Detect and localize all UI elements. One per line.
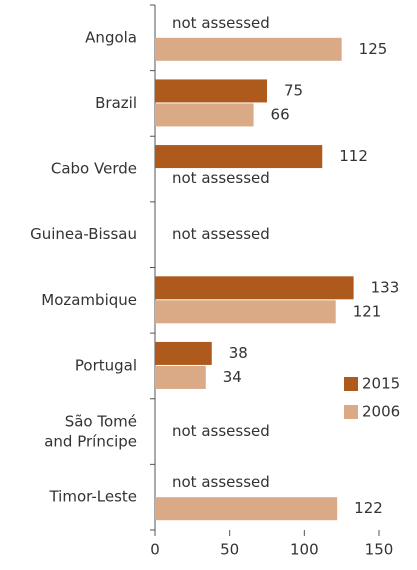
bar — [155, 103, 254, 127]
legend-label: 2015 — [362, 375, 400, 393]
missing-label: not assessed — [172, 225, 270, 243]
bar — [155, 145, 323, 169]
bar — [155, 497, 338, 521]
value-label: 34 — [223, 368, 242, 386]
value-label: 66 — [271, 105, 290, 123]
x-tick-label: 50 — [220, 541, 239, 559]
category-label: Brazil — [95, 94, 137, 112]
x-tick-label: 150 — [365, 541, 394, 559]
category-label: Portugal — [75, 356, 137, 374]
category-label: Angola — [85, 28, 137, 46]
category-label: Guinea-Bissau — [30, 225, 137, 243]
value-label: 75 — [284, 81, 303, 99]
missing-label: not assessed — [172, 422, 270, 440]
missing-label: not assessed — [172, 14, 270, 32]
value-label: 121 — [353, 302, 382, 320]
missing-label: not assessed — [172, 169, 270, 187]
bar — [155, 79, 267, 103]
value-label: 38 — [229, 344, 248, 362]
value-label: 125 — [359, 40, 388, 58]
legend-swatch — [344, 405, 358, 419]
value-label: 133 — [371, 278, 400, 296]
bar — [155, 37, 342, 61]
legend-swatch — [344, 377, 358, 391]
bar — [155, 341, 212, 365]
category-label: São Tomé and Príncipe — [44, 412, 137, 450]
bar — [155, 300, 336, 324]
x-tick-label: 0 — [150, 541, 160, 559]
x-tick-label: 100 — [290, 541, 319, 559]
category-label: Cabo Verde — [51, 160, 137, 178]
value-label: 122 — [354, 499, 383, 517]
bar — [155, 276, 354, 300]
bar — [155, 365, 206, 389]
category-label: Mozambique — [41, 291, 137, 309]
category-label: Timor-Leste — [48, 488, 137, 506]
legend-label: 2006 — [362, 403, 400, 421]
value-label: 112 — [339, 147, 368, 165]
missing-label: not assessed — [172, 473, 270, 491]
